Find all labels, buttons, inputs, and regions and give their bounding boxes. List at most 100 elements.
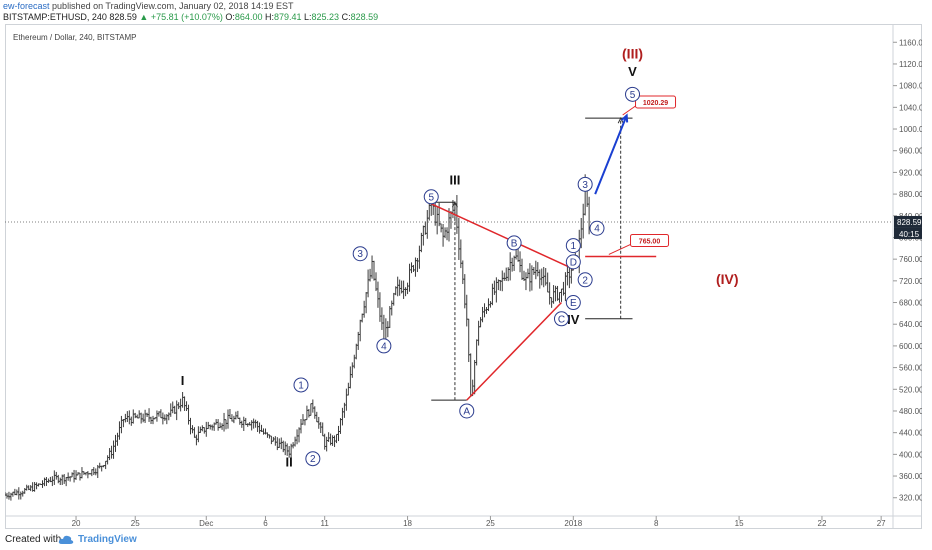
open-label: O: [225,12,235,22]
publish-line: ew-forecast published on TradingView.com… [3,1,294,12]
circled-label-ring [305,451,321,467]
y-axis: 320.00 360.00 400.00 440.00 480.00 520.00 560.… [892,24,922,529]
x-tick-label: 11 [321,519,330,528]
x-tick-label: 25 [486,519,495,528]
circled-label-ring [352,246,368,262]
circled-label-ring [293,377,309,393]
y-tick-label: 1000.00 [899,125,922,134]
measure-arrowhead [451,201,458,208]
y-tick-label: 600.00 [899,342,922,351]
timer-label: 40:15 [899,230,920,239]
x-tick-label: 6 [263,519,268,528]
circled-label: E [570,298,577,309]
brand-name: TradingView [78,534,137,545]
drawings: 765.00 1020.29 [5,95,893,401]
circled-label: 4 [594,224,600,235]
circled-label: 3 [582,180,588,191]
price-callout-pointer [608,243,631,255]
x-tick-label: 27 [877,519,886,528]
y-tick-label: 680.00 [899,299,922,308]
triangle-line [430,203,574,270]
target-callout-pointer [622,105,636,116]
change-value: ▲ +75.81 (+10.07%) [139,12,223,22]
circled-label-ring [376,338,392,354]
tradingview-brand[interactable]: TradingView [58,530,137,550]
price-callout-label: 765.00 [639,238,661,245]
circled-label-ring [577,176,593,192]
projection-arrow [594,115,628,195]
circled-label: 1 [571,241,577,252]
x-tick-label: 22 [818,519,827,528]
x-tick-label: 18 [403,519,412,528]
ohlc-bars [5,174,591,501]
y-tick-label: 560.00 [899,364,922,373]
circled-label-ring [625,86,641,102]
wave-label: II [286,454,293,469]
wave-label: I [181,373,185,388]
circled-label: 1 [298,380,304,391]
circled-label-ring [565,238,581,254]
low-label: L: [304,12,312,22]
y-tick-label: 1120.00 [899,60,922,69]
circled-label: 2 [582,275,588,286]
circled-label-ring [553,311,569,327]
price-callout-box [630,233,670,247]
y-tick-label: 520.00 [899,385,922,394]
current-price-label: 828.59 [897,218,922,227]
y-tick-label: 760.00 [899,255,922,264]
projection-arrowhead [620,113,629,123]
target-callout-box [635,95,677,109]
ohlc-line: BITSTAMP:ETHUSD, 240 828.59 ▲ +75.81 (+1… [3,12,378,23]
target-callout-label: 1020.29 [643,100,668,107]
circled-label: A [463,406,470,417]
y-tick-label: 360.00 [899,472,922,481]
timer-box [894,227,922,239]
author-link[interactable]: ew-forecast [3,1,50,11]
created-with-text: Created with [5,534,62,545]
x-tick-label: 8 [654,519,659,528]
chart-header: ew-forecast published on TradingView.com… [0,0,932,24]
x-tick-label: 25 [131,519,140,528]
y-tick-label: 400.00 [899,450,922,459]
wave-label: (IV) [716,271,739,287]
circled-label: 2 [310,454,316,465]
y-tick-label: 960.00 [899,147,922,156]
low-value: 825.23 [311,12,340,22]
y-tick-label: 320.00 [899,494,922,503]
circled-label-ring [565,295,581,311]
circled-label-ring [577,272,593,288]
y-tick-label: 480.00 [899,407,922,416]
y-tick-label: 440.00 [899,429,922,438]
y-tick-label: 720.00 [899,277,922,286]
y-tick-label: 880.00 [899,190,922,199]
high-label: H: [264,12,274,22]
circled-label: 3 [357,249,363,260]
x-axis: 20 25 Dec 6 11 18 25 2018 8 15 22 27 [5,515,922,528]
high-value: 879.41 [273,12,302,22]
cloud-icon [58,535,74,544]
close-label: C: [341,12,351,22]
symbol-label: BITSTAMP:ETHUSD, 240 [3,12,107,22]
chart-title: Ethereum / Dollar, 240, BITSTAMP [13,33,136,42]
wave-label: (III) [622,46,643,62]
y-tick-label: 1160.00 [899,38,922,47]
x-tick-label: 2018 [564,519,582,528]
open-value: 864.00 [234,12,263,22]
last-price: 828.59 [109,12,137,22]
close-value: 828.59 [350,12,379,22]
circled-label: 5 [630,90,636,101]
circled-label: C [558,314,565,325]
wave-label: IV [567,312,580,327]
circled-label-ring [506,235,522,251]
circled-label-ring [589,220,605,236]
y-tick-label: 640.00 [899,320,922,329]
circled-label: 5 [428,192,434,203]
x-tick-label: 20 [72,519,81,528]
circled-label-ring [459,403,475,419]
wave-label: III [449,172,460,187]
chart-panel [5,24,922,529]
circled-label: B [511,238,518,249]
x-tick-label: 15 [735,519,744,528]
